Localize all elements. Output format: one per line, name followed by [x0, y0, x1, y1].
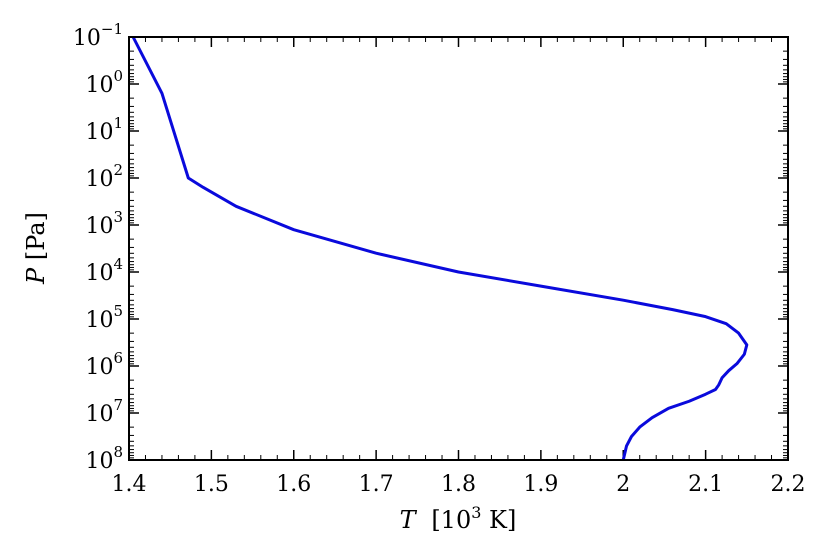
x-tick-label: 2.1	[688, 472, 723, 497]
x-tick-label: 2.2	[771, 472, 806, 497]
y-tick-label: 102	[85, 161, 123, 192]
y-tick-label: 107	[85, 396, 123, 427]
x-tick-label: 1.9	[523, 472, 558, 497]
x-tick-label: 1.4	[112, 472, 147, 497]
x-tick-label: 1.5	[194, 472, 229, 497]
y-tick-label: 105	[85, 302, 123, 333]
x-tick-label: 1.6	[276, 472, 311, 497]
minor-ticks	[129, 37, 788, 460]
plot-frame	[128, 36, 789, 461]
x-axis-label: T [103 K]	[400, 503, 517, 534]
y-tick-label: 10−1	[73, 20, 123, 51]
x-tick-label: 2	[616, 472, 630, 497]
x-tick-label: 1.7	[359, 472, 394, 497]
y-axis-label: P [Pa]	[22, 212, 50, 285]
y-tick-label: 104	[85, 255, 123, 286]
y-tick-label: 101	[85, 114, 123, 145]
x-tick-label: 1.8	[441, 472, 476, 497]
y-tick-label: 100	[85, 67, 123, 98]
y-tick-labels: 10−1 100 101 102 103 104 105 106 107 108	[73, 20, 123, 474]
y-tick-label: 106	[85, 349, 123, 380]
y-tick-label: 103	[85, 208, 123, 239]
x-tick-labels: 1.4 1.5 1.6 1.7 1.8 1.9 2 2.1 2.2	[112, 472, 806, 497]
y-tick-label: 108	[85, 443, 123, 474]
tp-profile-line	[131, 36, 749, 461]
major-ticks	[128, 36, 789, 461]
